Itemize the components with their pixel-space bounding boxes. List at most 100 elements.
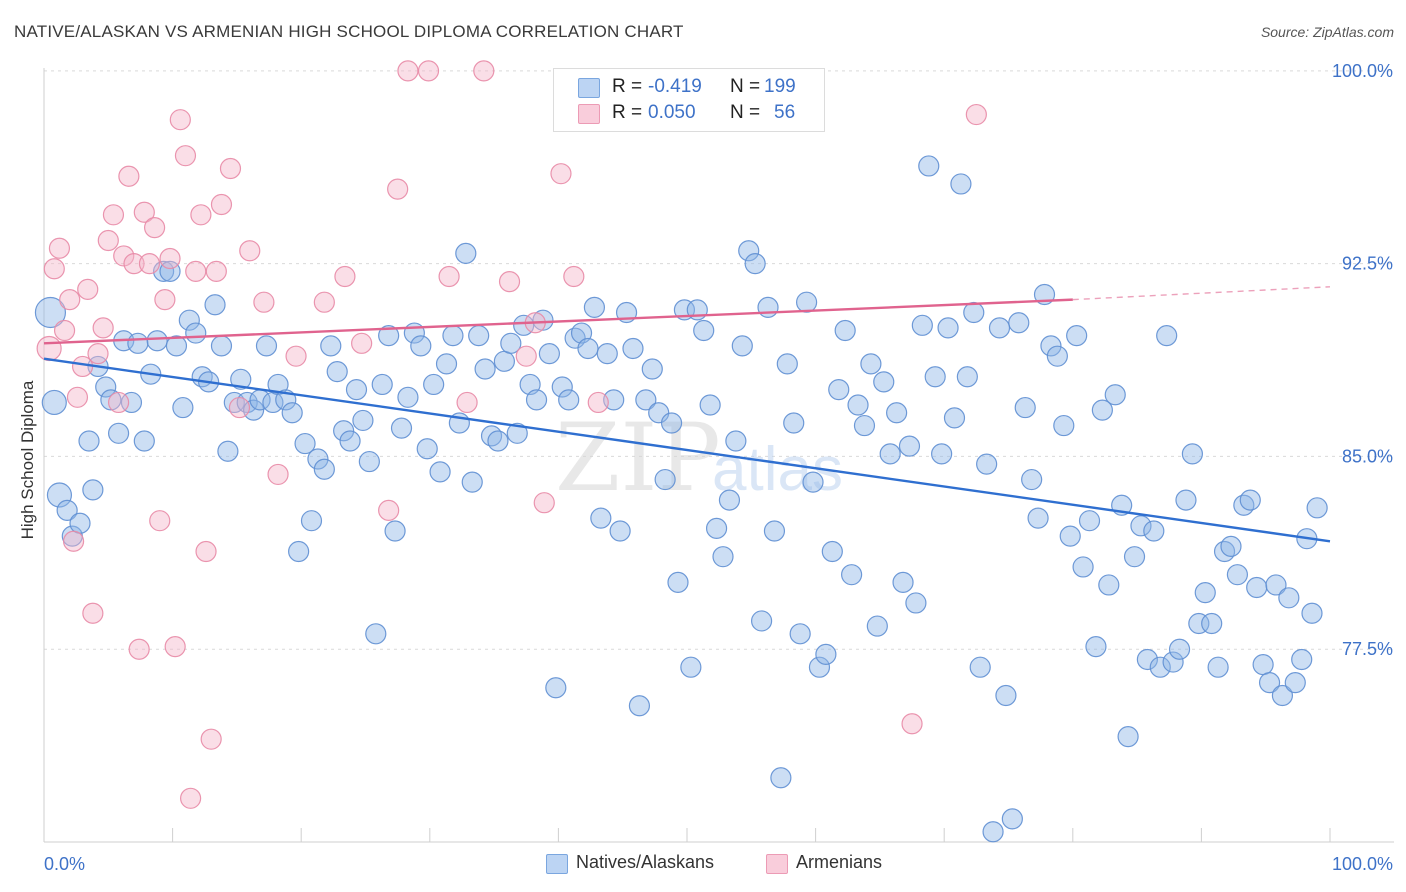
legend-n-value: 199 bbox=[764, 76, 796, 97]
legend-n-label: N = bbox=[730, 102, 761, 123]
point-natives-alaskans bbox=[725, 430, 747, 452]
point-natives-alaskans bbox=[313, 458, 335, 480]
point-natives-alaskans bbox=[911, 314, 933, 336]
stats-legend: R = -0.419 N = 199 R = 0.050 N = 56 bbox=[553, 68, 825, 132]
point-natives-alaskans bbox=[635, 389, 657, 411]
point-natives-alaskans bbox=[886, 402, 908, 424]
point-natives-alaskans bbox=[146, 330, 168, 352]
point-natives-alaskans bbox=[699, 394, 721, 416]
point-natives-alaskans bbox=[390, 417, 413, 439]
point-armenians bbox=[210, 193, 233, 216]
point-natives-alaskans bbox=[525, 389, 548, 411]
point-natives-alaskans bbox=[950, 173, 972, 195]
watermark-zip: ZIP bbox=[555, 404, 721, 513]
point-armenians bbox=[185, 260, 207, 282]
point-natives-alaskans bbox=[988, 317, 1011, 339]
legend-swatch-natives bbox=[578, 78, 600, 98]
point-natives-alaskans bbox=[718, 489, 741, 511]
point-natives-alaskans bbox=[326, 361, 348, 383]
point-natives-alaskans bbox=[802, 471, 824, 493]
bottom-legend-swatch-natives bbox=[546, 854, 568, 874]
point-natives-alaskans bbox=[583, 296, 606, 318]
point-natives-alaskans bbox=[770, 767, 792, 789]
point-armenians bbox=[123, 253, 145, 275]
point-armenians bbox=[515, 345, 537, 367]
point-natives-alaskans bbox=[750, 610, 773, 632]
point-natives-alaskans bbox=[1066, 325, 1088, 347]
point-armenians bbox=[36, 335, 62, 362]
point-natives-alaskans bbox=[918, 155, 940, 177]
point-natives-alaskans bbox=[210, 335, 233, 357]
point-armenians bbox=[138, 253, 161, 275]
point-natives-alaskans bbox=[1194, 582, 1216, 604]
point-natives-alaskans bbox=[1143, 520, 1165, 542]
point-natives-alaskans bbox=[783, 412, 805, 434]
point-natives-alaskans bbox=[1181, 443, 1203, 465]
point-natives-alaskans bbox=[333, 420, 355, 442]
point-natives-alaskans bbox=[815, 643, 837, 665]
point-natives-alaskans bbox=[1059, 525, 1081, 547]
point-armenians bbox=[169, 109, 191, 131]
point-natives-alaskans bbox=[776, 353, 798, 375]
point-natives-alaskans bbox=[538, 343, 560, 365]
point-natives-alaskans bbox=[532, 309, 554, 331]
point-natives-alaskans bbox=[879, 443, 901, 465]
point-natives-alaskans bbox=[660, 412, 683, 434]
watermark: ZIP atlas bbox=[555, 404, 843, 513]
point-natives-alaskans bbox=[1156, 325, 1178, 347]
point-natives-alaskans bbox=[493, 350, 515, 372]
point-natives-alaskans bbox=[82, 479, 104, 501]
point-natives-alaskans bbox=[853, 414, 876, 437]
point-natives-alaskans bbox=[712, 546, 734, 568]
point-natives-alaskans bbox=[1291, 648, 1313, 671]
point-natives-alaskans bbox=[1265, 574, 1287, 596]
point-natives-alaskans bbox=[1207, 656, 1229, 678]
point-armenians bbox=[43, 258, 65, 280]
point-natives-alaskans bbox=[577, 337, 599, 360]
point-natives-alaskans bbox=[1040, 335, 1062, 357]
point-natives-alaskans bbox=[1220, 535, 1242, 557]
point-natives-alaskans bbox=[808, 656, 831, 678]
point-natives-alaskans bbox=[320, 335, 342, 357]
point-natives-alaskans bbox=[300, 510, 323, 532]
point-natives-alaskans bbox=[230, 368, 252, 390]
point-natives-alaskans bbox=[763, 520, 786, 542]
point-natives-alaskans bbox=[1301, 602, 1323, 624]
point-armenians bbox=[149, 510, 171, 532]
point-natives-alaskans bbox=[969, 656, 991, 678]
point-natives-alaskans bbox=[159, 260, 181, 282]
point-natives-alaskans bbox=[429, 461, 451, 483]
point-natives-alaskans bbox=[680, 656, 702, 678]
point-natives-alaskans bbox=[1123, 546, 1146, 568]
point-natives-alaskans bbox=[165, 335, 188, 357]
point-natives-alaskans bbox=[1078, 510, 1101, 532]
point-natives-alaskans bbox=[378, 325, 400, 347]
point-natives-alaskans bbox=[1278, 587, 1300, 609]
point-natives-alaskans bbox=[1091, 399, 1113, 421]
point-natives-alaskans bbox=[56, 499, 78, 522]
point-natives-alaskans bbox=[596, 343, 618, 365]
point-natives-alaskans bbox=[558, 389, 580, 411]
point-natives-alaskans bbox=[423, 373, 445, 396]
point-natives-alaskans bbox=[107, 422, 130, 444]
point-natives-alaskans bbox=[1246, 576, 1268, 599]
point-natives-alaskans bbox=[931, 443, 953, 465]
point-natives-alaskans bbox=[1252, 654, 1274, 676]
x-tick-label-left: 0.0% bbox=[44, 854, 85, 874]
point-natives-alaskans bbox=[127, 332, 149, 354]
point-natives-alaskans bbox=[1271, 684, 1294, 707]
point-natives-alaskans bbox=[365, 623, 387, 645]
chart-title: NATIVE/ALASKAN VS ARMENIAN HIGH SCHOOL D… bbox=[14, 22, 684, 41]
point-natives-alaskans bbox=[654, 468, 676, 491]
point-natives-alaskans bbox=[1149, 656, 1171, 678]
point-armenians bbox=[107, 391, 130, 414]
point-natives-alaskans bbox=[1284, 672, 1306, 694]
bottom-legend-label-natives: Natives/Alaskans bbox=[576, 852, 715, 872]
point-natives-alaskans bbox=[834, 319, 856, 342]
point-armenians bbox=[48, 237, 71, 259]
point-natives-alaskans bbox=[294, 432, 316, 455]
point-natives-alaskans bbox=[892, 571, 914, 593]
point-natives-alaskans bbox=[609, 520, 631, 542]
point-armenians bbox=[159, 247, 181, 270]
point-natives-alaskans bbox=[738, 240, 760, 262]
